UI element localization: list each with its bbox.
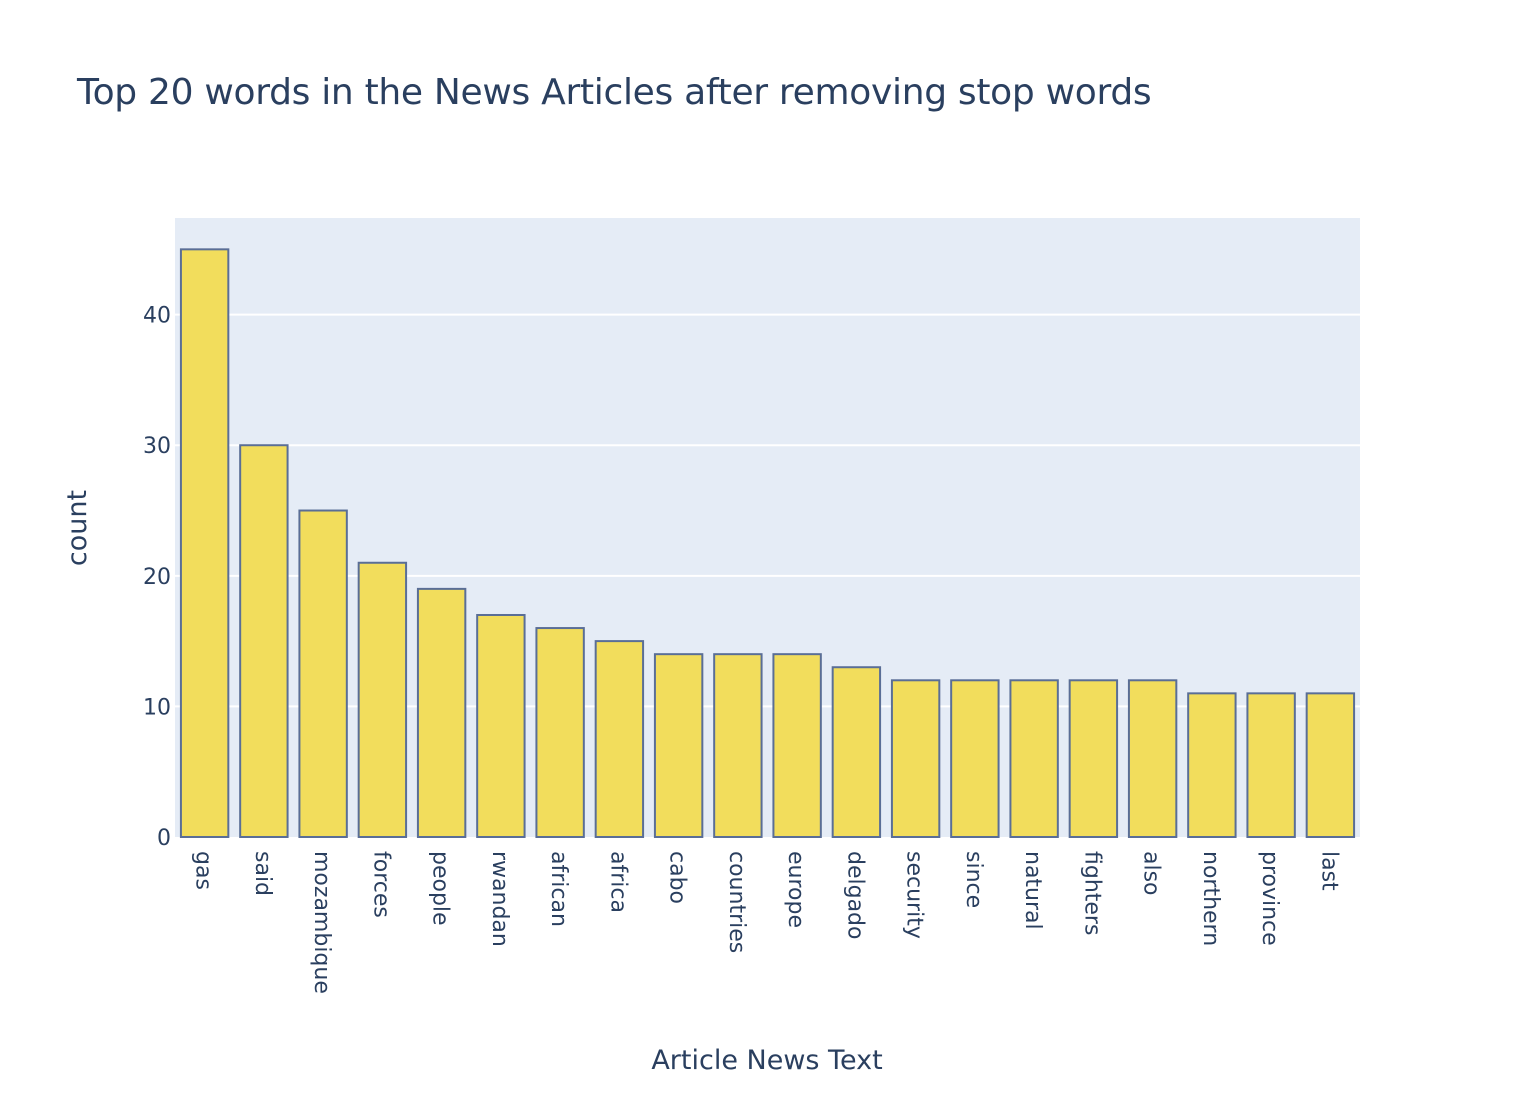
x-tick-label: africa [605, 851, 630, 913]
x-tick-label: said [250, 851, 275, 896]
y-tick-label: 0 [157, 826, 171, 851]
bar-province [1246, 692, 1296, 839]
bar-since [950, 679, 1000, 838]
bar-also [1127, 679, 1178, 838]
bar-african [535, 627, 585, 839]
plot-area [175, 218, 1360, 837]
x-tick-label: northern [1198, 851, 1223, 946]
x-axis-title: Article News Text [651, 1045, 882, 1076]
y-axis-ticks: 0 10 20 30 40 [143, 304, 171, 851]
bar-forces [357, 561, 408, 839]
x-tick-label: mozambique [309, 851, 334, 994]
bar-europe [772, 653, 822, 838]
bar-mozambique [298, 509, 348, 838]
bar-delgado [831, 666, 882, 838]
bar-cabo [653, 653, 704, 838]
x-tick-label: african [546, 851, 571, 927]
x-tick-label: cabo [665, 851, 690, 904]
x-tick-label: fighters [1079, 851, 1104, 935]
bar-fighters [1068, 679, 1119, 838]
x-tick-label: gas [191, 851, 216, 890]
y-tick-label: 10 [143, 695, 171, 720]
x-tick-label: natural [1020, 851, 1045, 930]
y-tick-label: 30 [143, 434, 171, 459]
bar-countries [713, 653, 763, 838]
bar-last [1305, 692, 1356, 839]
bar-gas [179, 248, 230, 838]
x-tick-label: province [1257, 851, 1282, 946]
x-axis-ticks: gas said mozambique forces people rwandan afri… [191, 851, 1342, 994]
y-axis-title: count [62, 490, 93, 566]
bar-natural [1009, 679, 1059, 838]
x-tick-label: countries [724, 851, 749, 953]
x-tick-label: delgado [842, 851, 867, 939]
x-tick-label: security [902, 851, 927, 939]
bar-africa [594, 640, 645, 839]
x-tick-label: since [961, 851, 986, 908]
bar-security [890, 679, 941, 838]
bar-said [239, 444, 289, 838]
x-tick-label: last [1316, 851, 1341, 891]
chart-title: Top 20 words in the News Articles after … [77, 72, 1152, 113]
x-tick-label: europe [783, 851, 808, 928]
y-tick-label: 20 [143, 565, 171, 590]
x-tick-label: people [428, 851, 453, 926]
bar-people [416, 587, 467, 838]
bar-northern [1187, 692, 1237, 839]
x-tick-label: forces [368, 851, 393, 918]
x-tick-label: rwandan [487, 851, 512, 947]
bars [179, 248, 1356, 839]
x-tick-label: also [1139, 851, 1164, 896]
bar-rwandan [476, 613, 526, 839]
y-tick-label: 40 [143, 304, 171, 329]
